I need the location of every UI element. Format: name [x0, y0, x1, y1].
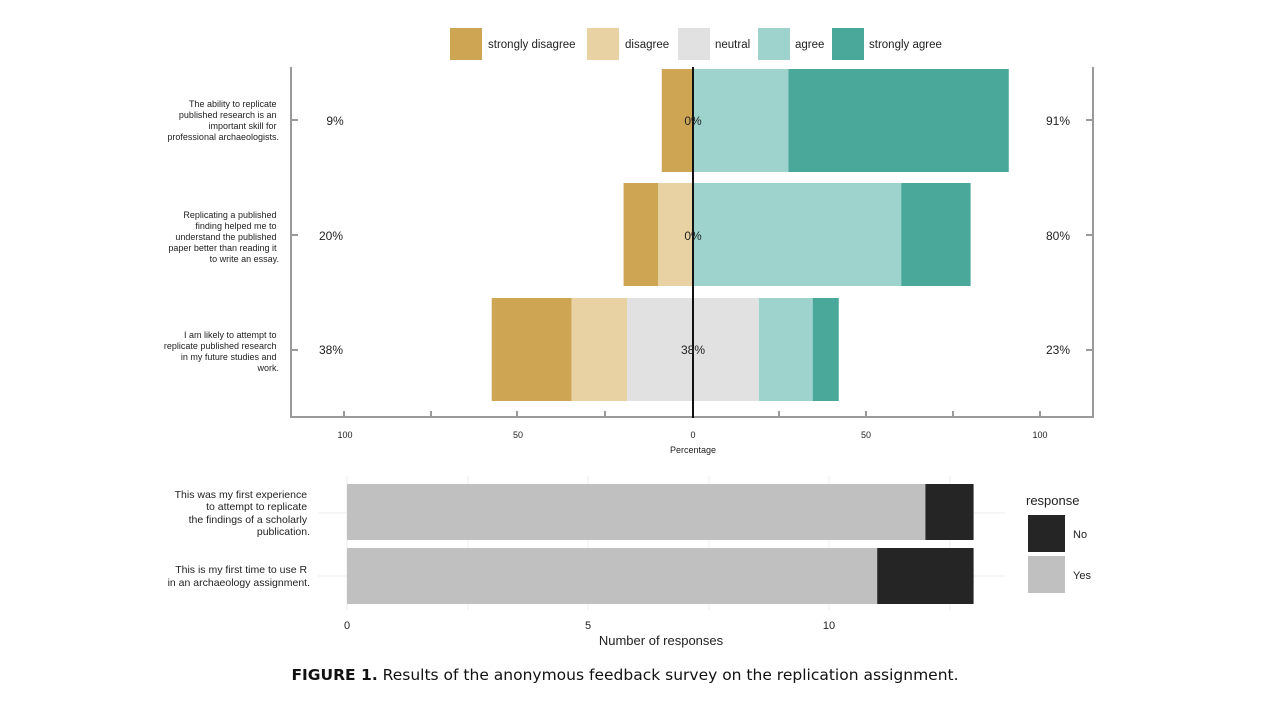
left-percent-label: 38%	[319, 343, 343, 357]
bar-segment-no	[877, 548, 974, 604]
likert-row	[491, 298, 839, 401]
right-percent-label: 91%	[1046, 114, 1070, 128]
likert-legend: strongly disagree disagree neutral agree…	[450, 28, 942, 60]
count-x-tick-label: 0	[344, 620, 350, 632]
bar-segment-disagree	[571, 298, 628, 401]
bar-segment-agree	[758, 298, 813, 401]
bar-segment-no	[925, 484, 974, 540]
bar-segment-yes	[347, 484, 926, 540]
legend-label-agree: agree	[795, 39, 824, 51]
count-x-tick-label: 5	[585, 620, 591, 632]
likert-x-tick-label: 50	[861, 430, 871, 440]
likert-bars	[491, 69, 1009, 401]
legend-swatch-yes	[1028, 556, 1065, 593]
bar-segment-strongly-agree	[901, 183, 971, 286]
item-label-1: The ability to replicate published resea…	[167, 99, 279, 142]
legend-label-disagree: disagree	[625, 39, 669, 51]
likert-x-tick-label: 50	[513, 430, 523, 440]
item-label-3: I am likely to attempt to replicate publ…	[164, 330, 279, 373]
legend-swatch-strongly-agree	[832, 28, 864, 60]
legend-swatch-disagree	[587, 28, 619, 60]
legend-label-no: No	[1073, 529, 1087, 541]
bar-segment-strongly-disagree	[661, 69, 693, 172]
figure: strongly disagree disagree neutral agree…	[164, 28, 1094, 648]
legend-swatch-no	[1028, 515, 1065, 552]
count-category-label-2: This is my first time to use R in an arc…	[168, 564, 310, 589]
count-bars	[347, 484, 974, 604]
bar-segment-strongly-agree	[788, 69, 1009, 172]
likert-x-tick-label: 100	[1032, 430, 1047, 440]
right-percent-label: 80%	[1046, 229, 1070, 243]
bar-segment-agree	[693, 183, 902, 286]
likert-chart: strongly disagree disagree neutral agree…	[164, 28, 1094, 455]
legend-swatch-strongly-disagree	[450, 28, 482, 60]
likert-x-tick-label: 100	[337, 430, 352, 440]
legend-label-strongly-disagree: strongly disagree	[488, 39, 576, 51]
count-chart: This was my first experience to attempt …	[168, 476, 1091, 648]
bar-segment-agree	[693, 69, 789, 172]
likert-row	[661, 69, 1009, 172]
bar-segment-strongly-disagree	[491, 298, 572, 401]
figure-caption: FIGURE 1. Results of the anonymous feedb…	[0, 666, 1250, 684]
item-label-2: Replicating a published finding helped m…	[168, 210, 279, 264]
bar-segment-strongly-disagree	[623, 183, 659, 286]
count-category-label-1: This was my first experience to attempt …	[175, 489, 310, 538]
response-legend-title: response	[1026, 493, 1079, 508]
bar-segment-disagree	[658, 183, 693, 286]
legend-label-strongly-agree: strongly agree	[869, 39, 942, 51]
center-percent-label: 0%	[684, 114, 702, 128]
likert-x-tick-label: 0	[690, 430, 695, 440]
likert-x-axis-title: Percentage	[670, 445, 716, 455]
legend-label-neutral: neutral	[715, 39, 750, 51]
likert-row	[623, 183, 971, 286]
bar-segment-strongly-agree	[812, 298, 839, 401]
left-percent-label: 9%	[326, 114, 344, 128]
right-percent-label: 23%	[1046, 343, 1070, 357]
center-percent-label: 38%	[681, 343, 705, 357]
center-percent-label: 0%	[684, 229, 702, 243]
figure-caption-label: FIGURE 1.	[291, 666, 378, 684]
bar-segment-yes	[347, 548, 878, 604]
left-percent-label: 20%	[319, 229, 343, 243]
legend-swatch-agree	[758, 28, 790, 60]
legend-label-yes: Yes	[1073, 570, 1091, 582]
count-x-axis-title: Number of responses	[599, 633, 724, 648]
count-x-tick-label: 10	[823, 620, 835, 632]
legend-swatch-neutral	[678, 28, 710, 60]
figure-caption-text: Results of the anonymous feedback survey…	[382, 666, 959, 684]
